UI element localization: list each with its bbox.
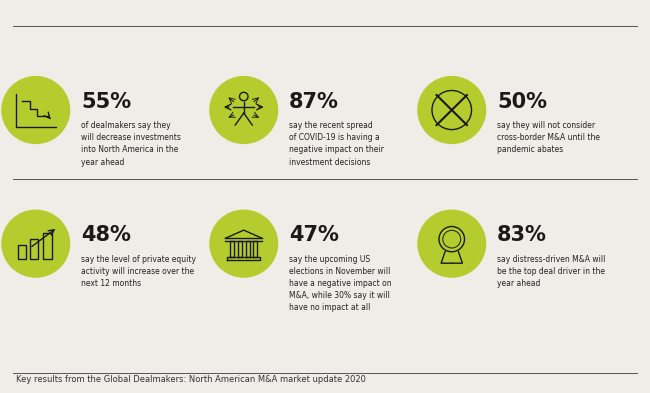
Text: 48%: 48% [81,225,131,245]
Text: say they will not consider
cross-border M&A until the
pandemic abates: say they will not consider cross-border … [497,121,600,154]
Ellipse shape [418,77,486,143]
Text: say the upcoming US
elections in November will
have a negative impact on
M&A, wh: say the upcoming US elections in Novembe… [289,255,392,312]
Text: say the recent spread
of COVID-19 is having a
negative impact on their
investmen: say the recent spread of COVID-19 is hav… [289,121,384,167]
Text: 50%: 50% [497,92,547,112]
Bar [18,245,26,259]
Bar [43,233,51,259]
Ellipse shape [2,77,70,143]
Ellipse shape [418,210,486,277]
Text: say the level of private equity
activity will increase over the
next 12 months: say the level of private equity activity… [81,255,196,288]
Ellipse shape [210,77,278,143]
Text: 87%: 87% [289,92,339,112]
Text: 55%: 55% [81,92,131,112]
Ellipse shape [210,210,278,277]
Ellipse shape [2,210,70,277]
Text: 83%: 83% [497,225,547,245]
Text: say distress-driven M&A will
be the top deal driver in the
year ahead: say distress-driven M&A will be the top … [497,255,606,288]
Text: Key results from the Global Dealmakers: North American M&A market update 2020: Key results from the Global Dealmakers: … [16,375,366,384]
Text: 47%: 47% [289,225,339,245]
Bar [30,239,38,259]
Text: of dealmakers say they
will decrease investments
into North America in the
year : of dealmakers say they will decrease inv… [81,121,181,167]
